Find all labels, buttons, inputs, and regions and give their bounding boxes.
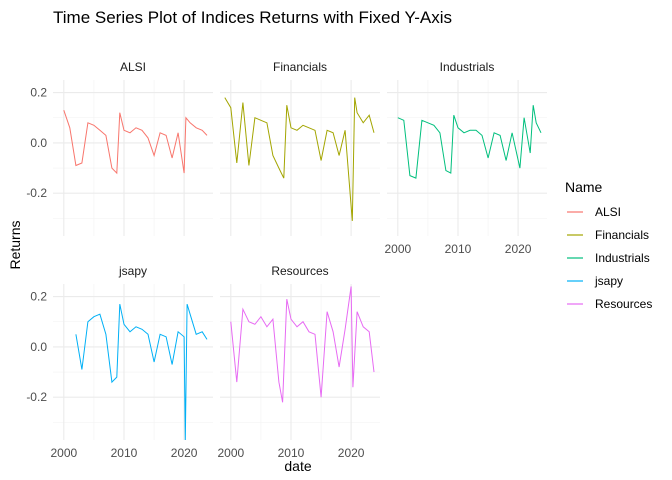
legend: Name ALSI Financials Industrials jsapy Resou…: [565, 179, 652, 311]
series-line-jsapy: [75, 303, 208, 441]
legend-label: Financials: [595, 228, 649, 242]
x-axis-title: date: [284, 458, 311, 474]
x-tick-label: 2020: [171, 446, 198, 460]
y-tick-label: 0.2: [30, 86, 47, 100]
x-tick-label: 2010: [111, 446, 138, 460]
y-axis-title: Returns: [7, 220, 23, 269]
panel-alsi: ALSI -0.2 0.0 0.2: [26, 60, 213, 236]
series-line-financials: [224, 97, 375, 221]
x-tick-label: 2000: [217, 446, 244, 460]
panel-strip-label: jsapy: [118, 264, 147, 278]
series-line-industrials: [397, 105, 542, 179]
legend-item-resources: Resources: [567, 297, 652, 311]
panel-jsapy: jsapy -0.2 0.0 0.2 2000 2010 2020: [26, 264, 213, 460]
x-tick-label: 2000: [50, 446, 77, 460]
y-tick-label: -0.2: [26, 390, 47, 404]
chart-title: Time Series Plot of Indices Returns with…: [53, 8, 452, 27]
panel-strip-label: Industrials: [440, 60, 495, 74]
series-line-alsi: [63, 110, 208, 175]
y-tick-label: 0.0: [30, 136, 47, 150]
panel-financials: Financials: [220, 60, 380, 236]
y-tick-label: -0.2: [26, 186, 47, 200]
legend-item-industrials: Industrials: [567, 251, 650, 265]
panel-strip-label: Resources: [271, 264, 328, 278]
legend-label: Resources: [595, 297, 652, 311]
legend-label: Industrials: [595, 251, 650, 265]
facet-panels: ALSI -0.2 0.0 0.2 Financials Industrials 2000 2…: [26, 60, 547, 460]
y-tick-label: 0.0: [30, 340, 47, 354]
legend-label: jsapy: [594, 274, 623, 288]
legend-title: Name: [565, 179, 603, 195]
panel-resources: Resources 2000 2010 2020: [217, 264, 380, 460]
x-tick-label: 2010: [278, 446, 305, 460]
series-line-resources: [230, 286, 375, 403]
panel-strip-label: Financials: [273, 60, 327, 74]
legend-item-financials: Financials: [567, 228, 649, 242]
x-tick-label: 2010: [445, 242, 472, 256]
x-tick-label: 2020: [505, 242, 532, 256]
panel-industrials: Industrials 2000 2010 2020: [384, 60, 547, 256]
legend-item-jsapy: jsapy: [567, 274, 623, 288]
y-tick-label: 0.2: [30, 290, 47, 304]
x-tick-label: 2000: [384, 242, 411, 256]
x-tick-label: 2020: [338, 446, 365, 460]
legend-label: ALSI: [595, 205, 621, 219]
legend-item-alsi: ALSI: [567, 205, 621, 219]
panel-strip-label: ALSI: [120, 60, 146, 74]
